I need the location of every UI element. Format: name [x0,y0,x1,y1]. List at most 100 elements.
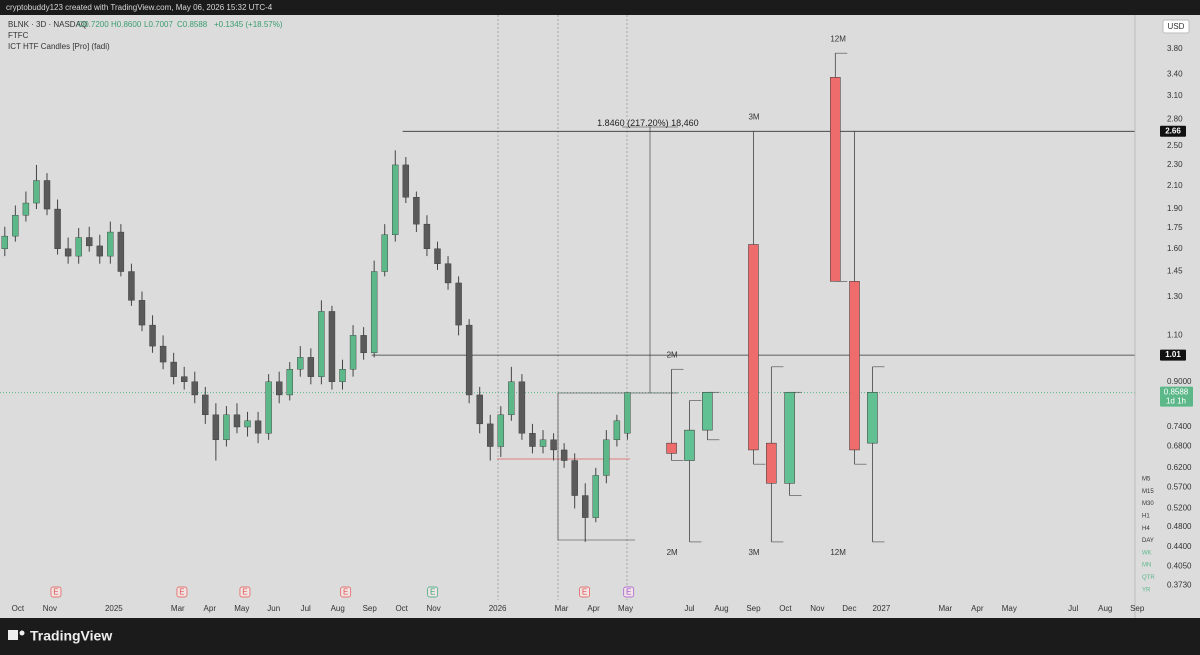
candle-body [54,208,61,249]
y-tick-label: 0.9000 [1167,377,1192,386]
candle-body [360,335,367,354]
candle-body [96,245,103,257]
candle-body [497,414,505,447]
x-tick-label: May [234,604,249,613]
x-tick-label: Mar [555,604,569,613]
htf-body [666,442,677,454]
candle-body [476,394,483,425]
candle-body [487,423,494,447]
y-tick-label: 0.5700 [1167,482,1192,491]
quote: H0.8600 [111,20,142,29]
event-marker [239,586,251,598]
candle-body [392,164,399,235]
candle-body [22,202,30,216]
currency-box [1162,19,1190,34]
candle-body [202,394,209,416]
candle-body [265,381,272,434]
candle-body [328,311,336,382]
event-label: E [242,588,247,597]
candle-body [138,300,146,326]
event-marker [623,586,635,598]
x-tick-label: May [618,604,633,613]
htf-body [766,442,777,484]
x-tick-label: Aug [714,604,728,613]
candle-body [43,180,51,210]
x-tick-label: Oct [779,604,792,613]
x-tick-label: Aug [1098,604,1112,613]
timeframe: QTR [1142,575,1155,581]
x-tick-label: Jun [267,604,280,613]
candle-body [434,248,441,264]
x-tick-label: Oct [12,604,25,613]
htf-label: 2M [667,548,678,557]
event-marker [427,586,439,598]
y-tick-label: 0.5200 [1167,504,1192,513]
candle-body [33,180,40,204]
y-tick-label: 0.7400 [1167,422,1192,431]
candle-body [550,439,557,451]
event-label: E [53,588,58,597]
y-tick-label: 0.4050 [1167,561,1192,570]
candle-body [518,381,526,434]
candle-body [159,345,167,363]
candle-body [223,414,230,441]
htf-label: 3M [748,548,759,557]
htf-label: 2M [667,350,678,359]
htf-body [867,391,878,444]
candle-body [508,381,515,416]
quote: C0.8588 [177,20,208,29]
x-tick-label: Apr [971,604,984,613]
candle-body [381,234,388,272]
htf-body [702,391,713,431]
y-tick-label: 0.4800 [1167,522,1192,531]
price-axis [1135,15,1200,603]
timeframe: WK [1142,550,1152,556]
candle-body [402,164,410,198]
x-tick-label: Mar [171,604,185,613]
x-tick-label: Oct [395,604,408,613]
candle-body [423,223,431,249]
candle-body [64,248,72,257]
y-tick-label: 1.10 [1167,330,1183,339]
x-tick-label: Jul [684,604,694,613]
tv-logo [8,630,25,640]
event-marker [340,586,352,598]
candle-body [349,335,357,370]
candle-body [529,433,536,447]
candle-body [592,475,599,518]
htf-body [830,77,841,282]
candle-body [233,414,241,428]
y-tick-label: 3.10 [1167,91,1183,100]
y-tick-label: 1.90 [1167,204,1183,213]
y-tick-label: 0.4400 [1167,542,1192,551]
y-tick-label: 1.45 [1167,267,1183,276]
candle-body [413,197,420,225]
candle-body [613,420,621,441]
x-tick-label: Mar [938,604,952,613]
x-tick-label: Nov [43,604,57,613]
y-tick-label: 1.75 [1167,223,1183,232]
candle-body [560,449,568,461]
indicator: FTFC [8,31,29,40]
candle-body [1,235,8,249]
x-tick-label: Sep [746,604,761,613]
htf-body [748,244,759,451]
candle-body [455,282,462,326]
timeframe: MN [1142,563,1151,569]
candle-body [307,357,315,377]
x-tick-label: 2026 [489,604,507,613]
y-tick-label: 3.40 [1167,70,1183,79]
event-marker [50,586,62,598]
candle-body [212,414,220,441]
candle-body [624,392,631,434]
price-label: 0.8588 [1164,388,1189,397]
event-label: E [179,588,184,597]
candle-body [582,495,589,518]
event-label: E [626,588,631,597]
x-tick-label: Apr [587,604,600,613]
timeframe: YR [1142,587,1151,593]
chart-area [0,15,1200,618]
htf-body [684,429,695,461]
candle-body [117,231,125,272]
